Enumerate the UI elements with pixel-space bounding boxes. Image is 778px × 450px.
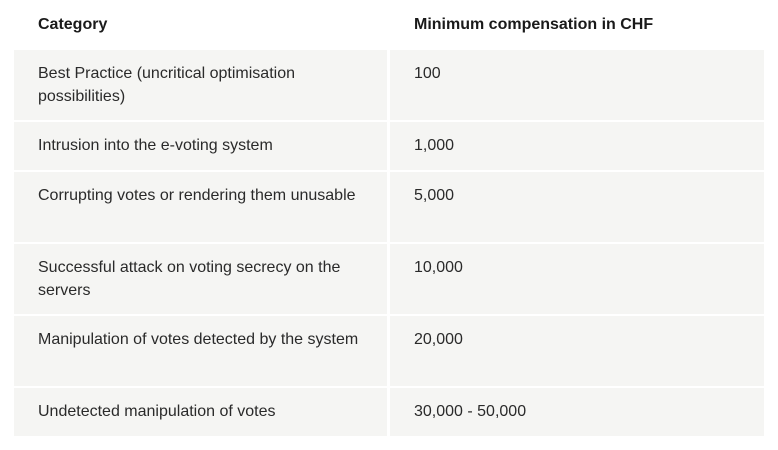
- table-row: Corrupting votes or rendering them unusa…: [14, 172, 764, 244]
- table-row: Intrusion into the e-voting system 1,000: [14, 122, 764, 172]
- compensation-table-container: Category Minimum compensation in CHF Bes…: [14, 0, 764, 438]
- table-row: Undetected manipulation of votes 30,000 …: [14, 388, 764, 438]
- table-row: Successful attack on voting secrecy on t…: [14, 244, 764, 316]
- header-compensation: Minimum compensation in CHF: [390, 0, 764, 50]
- category-cell: Manipulation of votes detected by the sy…: [14, 316, 390, 388]
- table-row: Manipulation of votes detected by the sy…: [14, 316, 764, 388]
- compensation-cell: 5,000: [390, 172, 764, 244]
- category-cell: Corrupting votes or rendering them unusa…: [14, 172, 390, 244]
- compensation-cell: 10,000: [390, 244, 764, 316]
- table-row: Best Practice (uncritical optimisation p…: [14, 50, 764, 122]
- compensation-cell: 100: [390, 50, 764, 122]
- compensation-cell: 1,000: [390, 122, 764, 172]
- category-cell: Intrusion into the e-voting system: [14, 122, 390, 172]
- table-header-row: Category Minimum compensation in CHF: [14, 0, 764, 50]
- category-cell: Undetected manipulation of votes: [14, 388, 390, 438]
- header-category: Category: [14, 0, 390, 50]
- compensation-cell: 20,000: [390, 316, 764, 388]
- category-cell: Successful attack on voting secrecy on t…: [14, 244, 390, 316]
- compensation-table: Category Minimum compensation in CHF Bes…: [14, 0, 764, 438]
- category-cell: Best Practice (uncritical optimisation p…: [14, 50, 390, 122]
- compensation-cell: 30,000 - 50,000: [390, 388, 764, 438]
